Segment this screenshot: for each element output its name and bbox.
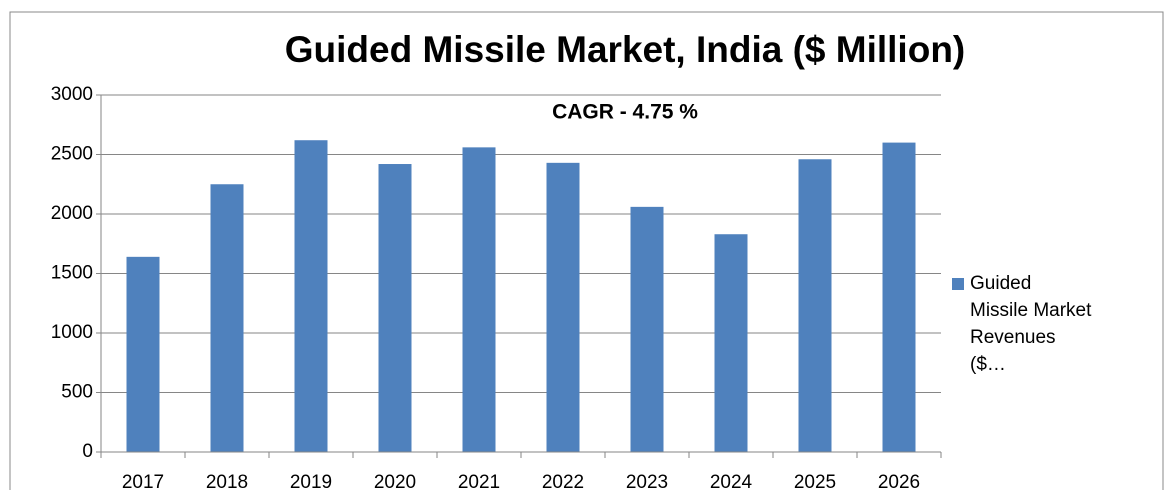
bar [378, 164, 412, 452]
bar [798, 159, 832, 452]
bar [882, 142, 916, 452]
bar [126, 256, 160, 452]
y-tick-label: 1500 [51, 263, 93, 284]
legend-label: Guided Missile Market Revenues ($… [970, 273, 1092, 375]
y-tick-label: 2500 [51, 144, 93, 165]
chart-frame [9, 11, 1164, 490]
x-tick-label: 2017 [122, 472, 164, 490]
x-tick-label: 2022 [542, 472, 584, 490]
y-tick-label: 0 [82, 441, 93, 462]
chart-subtitle: CAGR - 4.75 % [552, 101, 698, 124]
x-tick-label: 2023 [626, 472, 668, 490]
x-tick-label: 2020 [374, 472, 416, 490]
x-tick-label: 2018 [206, 472, 248, 490]
y-tick-label: 2000 [51, 203, 93, 224]
bar [294, 140, 328, 452]
bar [714, 234, 748, 452]
legend: Guided Missile Market Revenues ($… [952, 270, 1092, 378]
legend-swatch [952, 278, 964, 290]
bar [630, 206, 664, 452]
y-tick-label: 1000 [51, 322, 93, 343]
bar [546, 162, 580, 452]
y-tick-label: 500 [61, 382, 93, 403]
bar [462, 147, 496, 453]
bar [210, 184, 244, 452]
y-tick-label: 3000 [51, 84, 93, 105]
x-tick-label: 2026 [878, 472, 920, 490]
x-tick-label: 2025 [794, 472, 836, 490]
chart-title: Guided Missile Market, India ($ Million) [285, 29, 966, 70]
x-tick-label: 2024 [710, 472, 753, 490]
x-tick-label: 2019 [290, 472, 332, 490]
x-tick-label: 2021 [458, 472, 500, 490]
